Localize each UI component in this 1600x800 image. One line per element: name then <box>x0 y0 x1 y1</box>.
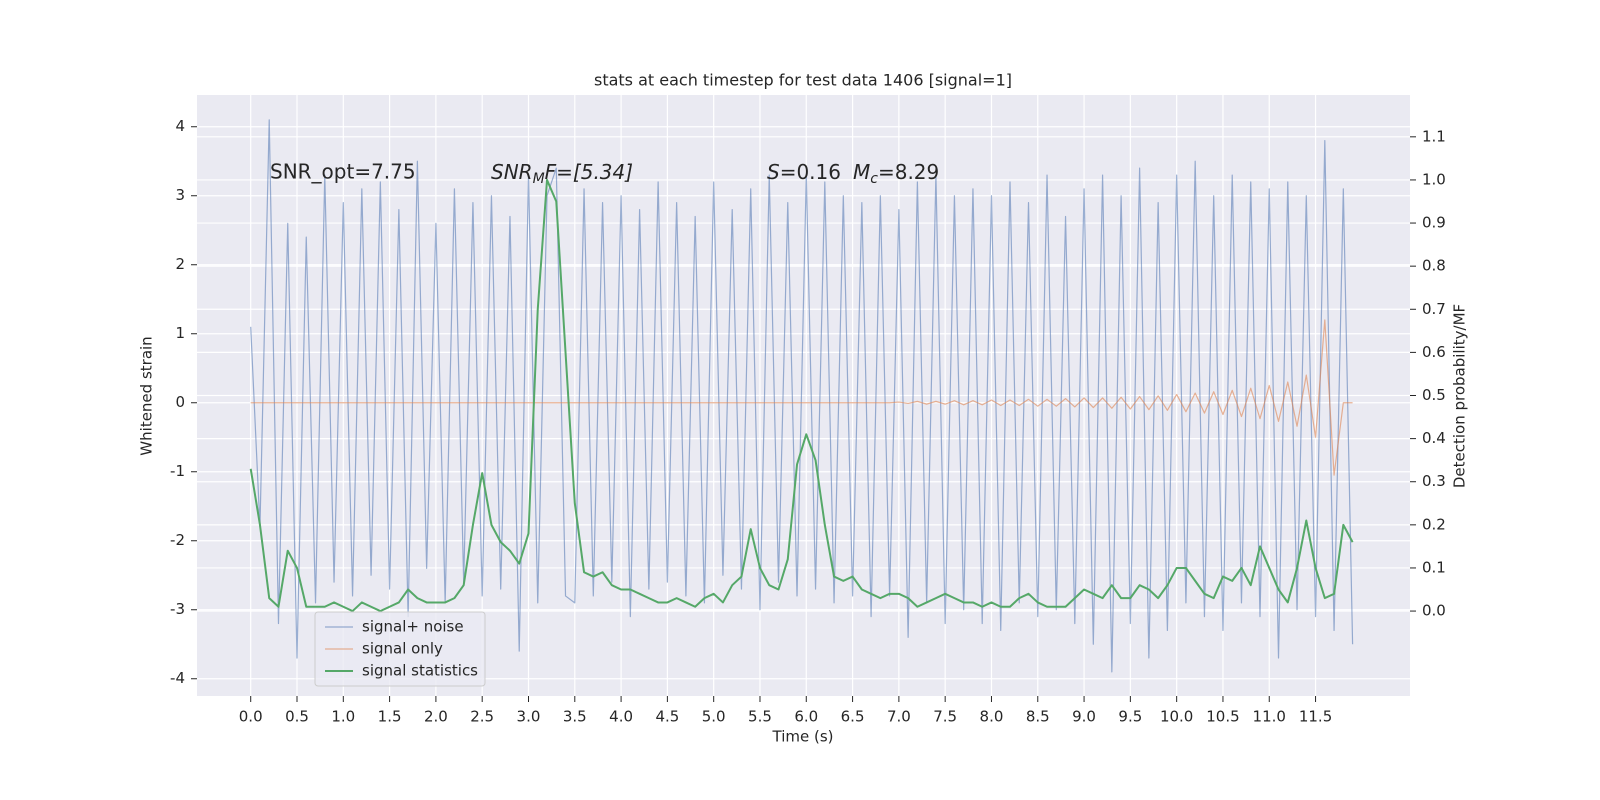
series-line <box>249 178 1354 613</box>
annotation-part: =8.29 <box>878 160 939 184</box>
annotation-part: =0.16 <box>780 160 841 184</box>
y2-tick-label: 0.2 <box>1422 515 1446 533</box>
legend-label: signal only <box>362 640 443 658</box>
y-tick-label: 4 <box>175 117 185 135</box>
y2-tick-label: 0.9 <box>1422 214 1446 232</box>
y-tick-label: 2 <box>175 255 185 273</box>
x-tick-label: 0.5 <box>285 708 309 726</box>
y-tick-label: 0 <box>175 393 185 411</box>
legend-label: signal statistics <box>362 662 478 680</box>
y2-axis-label: Detection probability/MF <box>1451 304 1469 488</box>
legend-label: signal+ noise <box>362 618 464 636</box>
x-tick-label: 9.5 <box>1118 708 1142 726</box>
chart-title: stats at each timestep for test data 140… <box>594 71 1012 90</box>
x-tick-label: 3.0 <box>517 708 541 726</box>
x-tick-label: 5.0 <box>702 708 726 726</box>
y2-tick-label: 0.7 <box>1422 300 1446 318</box>
x-tick-label: 10.5 <box>1206 708 1239 726</box>
x-axis-label: Time (s) <box>772 728 834 746</box>
y-tick-label: -3 <box>170 600 185 618</box>
annotation: SNR_opt=7.75 <box>270 160 416 184</box>
x-tick-label: 7.5 <box>933 708 957 726</box>
y-tick-label: -4 <box>170 669 185 687</box>
y2-tick-label: 0.6 <box>1422 343 1446 361</box>
x-tick-label: 9.0 <box>1072 708 1096 726</box>
annotation: SNRMF=[5.34] <box>491 160 633 188</box>
x-tick-label: 6.0 <box>794 708 818 726</box>
y2-tick-label: 0.1 <box>1422 558 1446 576</box>
x-tick-label: 0.0 <box>239 708 263 726</box>
axes: 0.0 0.5 1.0 1.5 2.0 2.5 3.0 3.5 4.0 4.5 5.0 5.5 6.0 6… <box>170 117 1446 725</box>
x-tick-label: 3.5 <box>563 708 587 726</box>
x-tick-label: 10.0 <box>1160 708 1193 726</box>
x-tick-label: 4.5 <box>655 708 679 726</box>
y2-tick-label: 1.1 <box>1422 127 1446 145</box>
marks <box>249 119 1354 673</box>
annotation-part: M <box>853 160 870 184</box>
annotation-part: S <box>767 160 780 184</box>
x-tick-label: 4.0 <box>609 708 633 726</box>
x-tick-label: 1.0 <box>331 708 355 726</box>
y-axis-label: Whitened strain <box>138 336 156 455</box>
x-tick-label: 5.5 <box>748 708 772 726</box>
annotation-part: c <box>870 171 878 187</box>
x-tick-label: 1.5 <box>378 708 402 726</box>
y-tick-label: 3 <box>175 186 185 204</box>
annotation-part: M <box>533 171 545 187</box>
x-tick-label: 11.0 <box>1253 708 1286 726</box>
y2-tick-label: 0.5 <box>1422 386 1446 404</box>
series-line <box>250 319 1353 476</box>
x-tick-label: 6.5 <box>841 708 865 726</box>
annotation: S=0.16 Mc=8.29 <box>767 160 939 188</box>
x-tick-label: 11.5 <box>1299 708 1332 726</box>
x-tick-label: 7.0 <box>887 708 911 726</box>
x-tick-label: 2.5 <box>470 708 494 726</box>
annotation-part: SNR <box>491 160 533 184</box>
y-tick-label: 1 <box>175 324 185 342</box>
y2-tick-label: 1.0 <box>1422 170 1446 188</box>
legend: signal+ noise signal only signal statistic… <box>314 611 486 687</box>
y2-tick-label: 0.3 <box>1422 472 1446 490</box>
legend-box <box>314 611 486 687</box>
series-line <box>250 119 1354 673</box>
y2-tick-label: 0.8 <box>1422 257 1446 275</box>
x-tick-label: 8.5 <box>1026 708 1050 726</box>
y2-tick-label: 0.4 <box>1422 429 1446 447</box>
y-tick-label: -1 <box>170 462 185 480</box>
y2-tick-label: 0.0 <box>1422 602 1446 620</box>
x-tick-label: 8.0 <box>980 708 1004 726</box>
annotation-part: F=[5.34] <box>545 160 633 184</box>
y-tick-label: -2 <box>170 531 185 549</box>
x-tick-label: 2.0 <box>424 708 448 726</box>
